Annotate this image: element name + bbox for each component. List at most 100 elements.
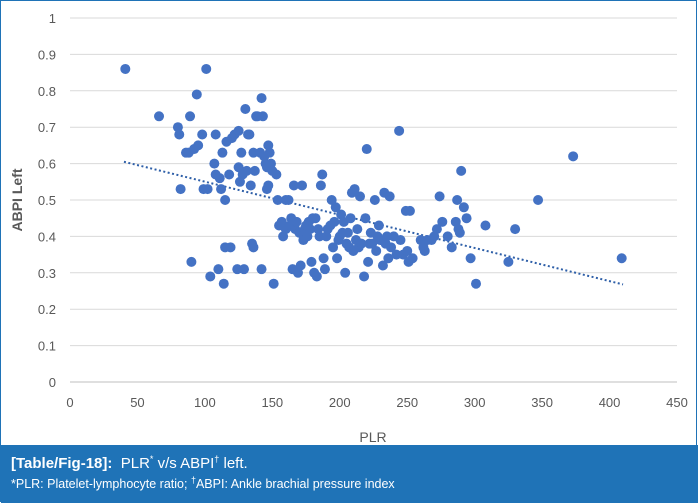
data-point	[402, 245, 413, 256]
data-point	[310, 213, 321, 224]
y-tick-label: 0.4	[38, 229, 56, 244]
data-point	[241, 165, 252, 176]
data-point	[367, 238, 378, 249]
caption-footnote: *PLR: Platelet-lymphocyte ratio; †ABPI: …	[11, 474, 688, 494]
data-point	[256, 93, 267, 104]
data-point	[363, 256, 374, 267]
data-point	[201, 63, 212, 74]
data-point	[568, 151, 579, 162]
data-point	[220, 195, 231, 205]
figure-caption: [Table/Fig-18]: PLR* v/s ABPI† left. *PL…	[1, 445, 698, 503]
caption-title-sup2: †	[214, 454, 220, 464]
caption-footnote-part1: *PLR: Platelet-lymphocyte ratio;	[11, 477, 191, 491]
data-point	[465, 253, 476, 264]
data-point	[377, 260, 388, 271]
caption-title-sup1: *	[149, 454, 154, 464]
trendline	[123, 160, 624, 286]
caption-footnote-part2: ABPI: Ankle brachial pressure index	[195, 477, 395, 491]
caption-title-prefix: PLR	[120, 455, 150, 472]
data-point	[349, 184, 360, 195]
data-point	[291, 216, 302, 227]
data-point	[342, 227, 353, 238]
data-point	[295, 260, 306, 271]
y-axis-title: ABPI Left	[9, 168, 25, 231]
data-point	[214, 173, 225, 184]
data-point	[471, 278, 482, 289]
data-point	[225, 242, 236, 253]
data-point	[369, 195, 380, 205]
data-point	[191, 89, 202, 100]
data-point	[256, 264, 267, 275]
caption-title-suffix: left.	[219, 455, 248, 472]
data-point	[434, 191, 445, 202]
data-point	[264, 147, 275, 158]
data-point	[315, 180, 326, 191]
data-point	[271, 169, 282, 180]
data-point	[218, 278, 229, 289]
y-tick-label: 0.7	[38, 120, 56, 135]
data-point	[458, 202, 469, 213]
y-tick-label: 0.3	[38, 266, 56, 281]
data-point	[461, 213, 472, 224]
data-point	[383, 253, 394, 264]
trendline-layer	[123, 160, 624, 286]
gridlines	[70, 17, 677, 347]
data-point	[510, 224, 521, 235]
data-point	[355, 191, 366, 202]
data-point	[268, 278, 279, 289]
data-point	[318, 253, 329, 264]
caption-title: [Table/Fig-18]: PLR* v/s ABPI† left.	[11, 454, 688, 474]
data-point	[174, 129, 185, 140]
data-point	[233, 162, 244, 173]
data-point	[419, 245, 430, 256]
x-tick-label: 450	[666, 395, 688, 410]
caption-label: [Table/Fig-18]:	[11, 455, 113, 472]
data-point	[340, 267, 351, 278]
data-point	[326, 195, 337, 205]
y-tick-label: 0.5	[38, 193, 56, 208]
data-point	[345, 213, 356, 224]
data-point	[244, 129, 255, 140]
data-points	[120, 63, 627, 289]
data-point	[480, 220, 491, 231]
data-point	[359, 271, 370, 282]
data-point	[240, 104, 251, 114]
data-point	[217, 147, 228, 158]
data-point	[245, 180, 256, 191]
data-point	[533, 195, 544, 205]
data-point	[297, 180, 308, 191]
data-point	[213, 264, 224, 275]
x-tick-label: 350	[531, 395, 553, 410]
data-point	[373, 220, 384, 231]
data-point	[249, 165, 260, 176]
data-point	[248, 242, 259, 253]
x-tick-label: 250	[396, 395, 418, 410]
y-tick-label: 1	[49, 11, 56, 26]
data-point	[239, 264, 250, 275]
x-tick-label: 0	[66, 395, 73, 410]
data-point	[311, 271, 322, 282]
data-point	[329, 216, 340, 227]
y-tick-label: 0.1	[38, 339, 56, 354]
data-point	[456, 165, 467, 176]
data-point	[186, 256, 197, 267]
data-point	[446, 242, 457, 253]
data-point	[384, 191, 395, 202]
x-tick-label: 200	[329, 395, 351, 410]
scatter-chart: 0 0.1 0.2 0.3 0.4 0.5 0.6 0.7 0.8 0.9 1 0 50 100 150 20…	[9, 11, 688, 445]
data-point	[210, 129, 221, 140]
data-point	[361, 144, 372, 155]
caption-footnote-sup: †	[190, 474, 196, 485]
data-point	[257, 111, 268, 122]
data-point	[386, 242, 397, 253]
data-point	[442, 231, 453, 242]
data-point	[328, 242, 339, 253]
data-point	[288, 180, 299, 191]
data-point	[371, 245, 382, 256]
data-point	[360, 213, 371, 224]
data-point	[216, 184, 227, 195]
data-point	[356, 238, 367, 249]
x-tick-label: 300	[464, 395, 486, 410]
data-point	[437, 216, 448, 227]
